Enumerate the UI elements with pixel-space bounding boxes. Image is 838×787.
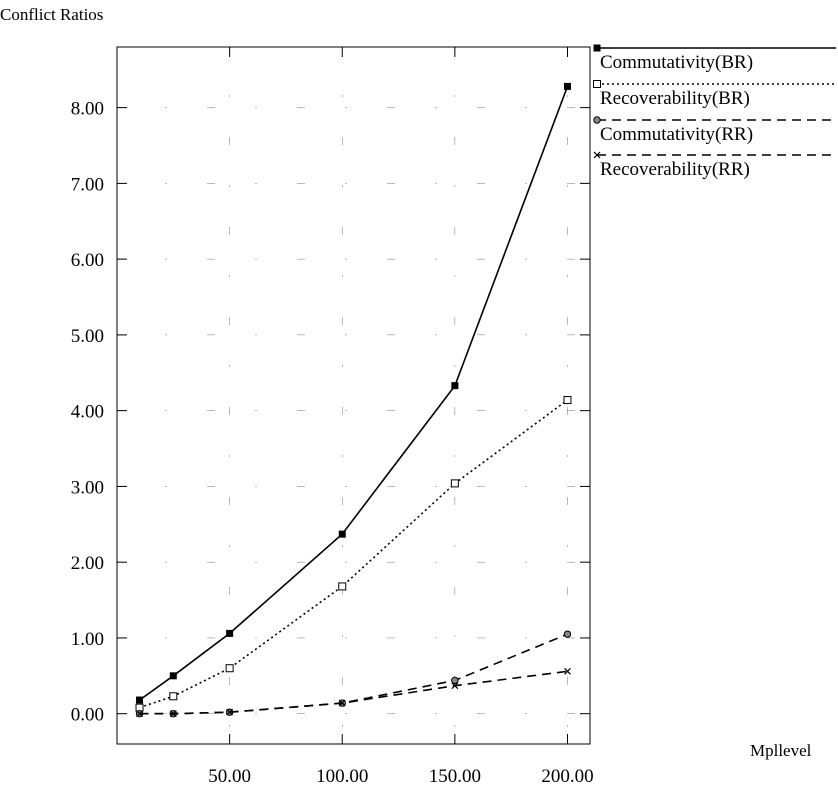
data-point [136, 710, 143, 718]
series-line [139, 633, 568, 715]
data-point [338, 582, 347, 591]
data-point-stroke [338, 699, 346, 707]
y-tick-label: 7.00 [71, 174, 104, 195]
series-lines [135, 82, 572, 718]
data-point [593, 116, 601, 124]
data-point [564, 667, 571, 675]
x-tick-label: 100.00 [316, 766, 368, 787]
y-tick-label: 4.00 [71, 402, 104, 423]
axis-ticks: 0.00 1.00 2.00 3.00 4.00 5.00 6.00 7.00 8.00 50.0… [71, 47, 594, 787]
legend: Commutativity(BR) Recoverability(BR) Commu… [593, 44, 836, 180]
y-tick-label: 5.00 [71, 326, 104, 347]
data-point [563, 396, 572, 405]
plot-frame [116, 46, 591, 745]
y-tick-label: 0.00 [71, 705, 104, 726]
series-line [139, 399, 568, 709]
legend-label: Recoverability(RR) [600, 159, 750, 180]
data-point [563, 630, 572, 638]
data-point [338, 699, 346, 707]
grid [117, 47, 590, 744]
data-point-stroke [226, 708, 234, 716]
data-point [226, 629, 234, 637]
data-point [451, 382, 459, 390]
data-point-stroke [451, 682, 459, 690]
data-point [593, 80, 601, 88]
legend-label: Commutativity(BR) [600, 52, 753, 73]
data-point-stroke [136, 710, 143, 718]
x-tick-label: 150.00 [429, 766, 481, 787]
data-point [169, 710, 177, 718]
x-tick-label: 50.00 [208, 766, 251, 787]
data-point [593, 44, 601, 52]
series-1 [135, 396, 572, 712]
y-tick-label: 3.00 [71, 477, 104, 498]
y-axis-title: Conflict Ratios [0, 5, 103, 24]
x-axis-title: Mpllevel [750, 741, 812, 760]
data-point-stroke [169, 710, 177, 718]
y-tick-label: 6.00 [71, 250, 104, 271]
y-tick-label: 1.00 [71, 629, 104, 650]
data-point-stroke [564, 667, 571, 675]
series-line [139, 670, 568, 715]
data-point-stroke [593, 151, 601, 159]
data-point [226, 708, 234, 716]
series-0 [136, 82, 571, 704]
data-point [451, 682, 459, 690]
series-3 [136, 667, 571, 718]
y-tick-label: 2.00 [71, 553, 104, 574]
data-point [338, 530, 346, 538]
data-point [451, 676, 459, 685]
y-tick-label: 8.00 [71, 99, 104, 120]
data-point [169, 672, 177, 680]
x-tick-label: 200.00 [541, 766, 593, 787]
data-point [169, 692, 178, 701]
legend-label: Commutativity(RR) [600, 124, 753, 145]
series-2 [135, 630, 572, 718]
data-point [593, 151, 601, 159]
data-point [136, 696, 144, 704]
series-line [139, 86, 569, 701]
legend-label: Recoverability(BR) [600, 88, 750, 109]
data-point [450, 479, 459, 488]
data-point [563, 82, 571, 90]
data-point [225, 664, 234, 673]
